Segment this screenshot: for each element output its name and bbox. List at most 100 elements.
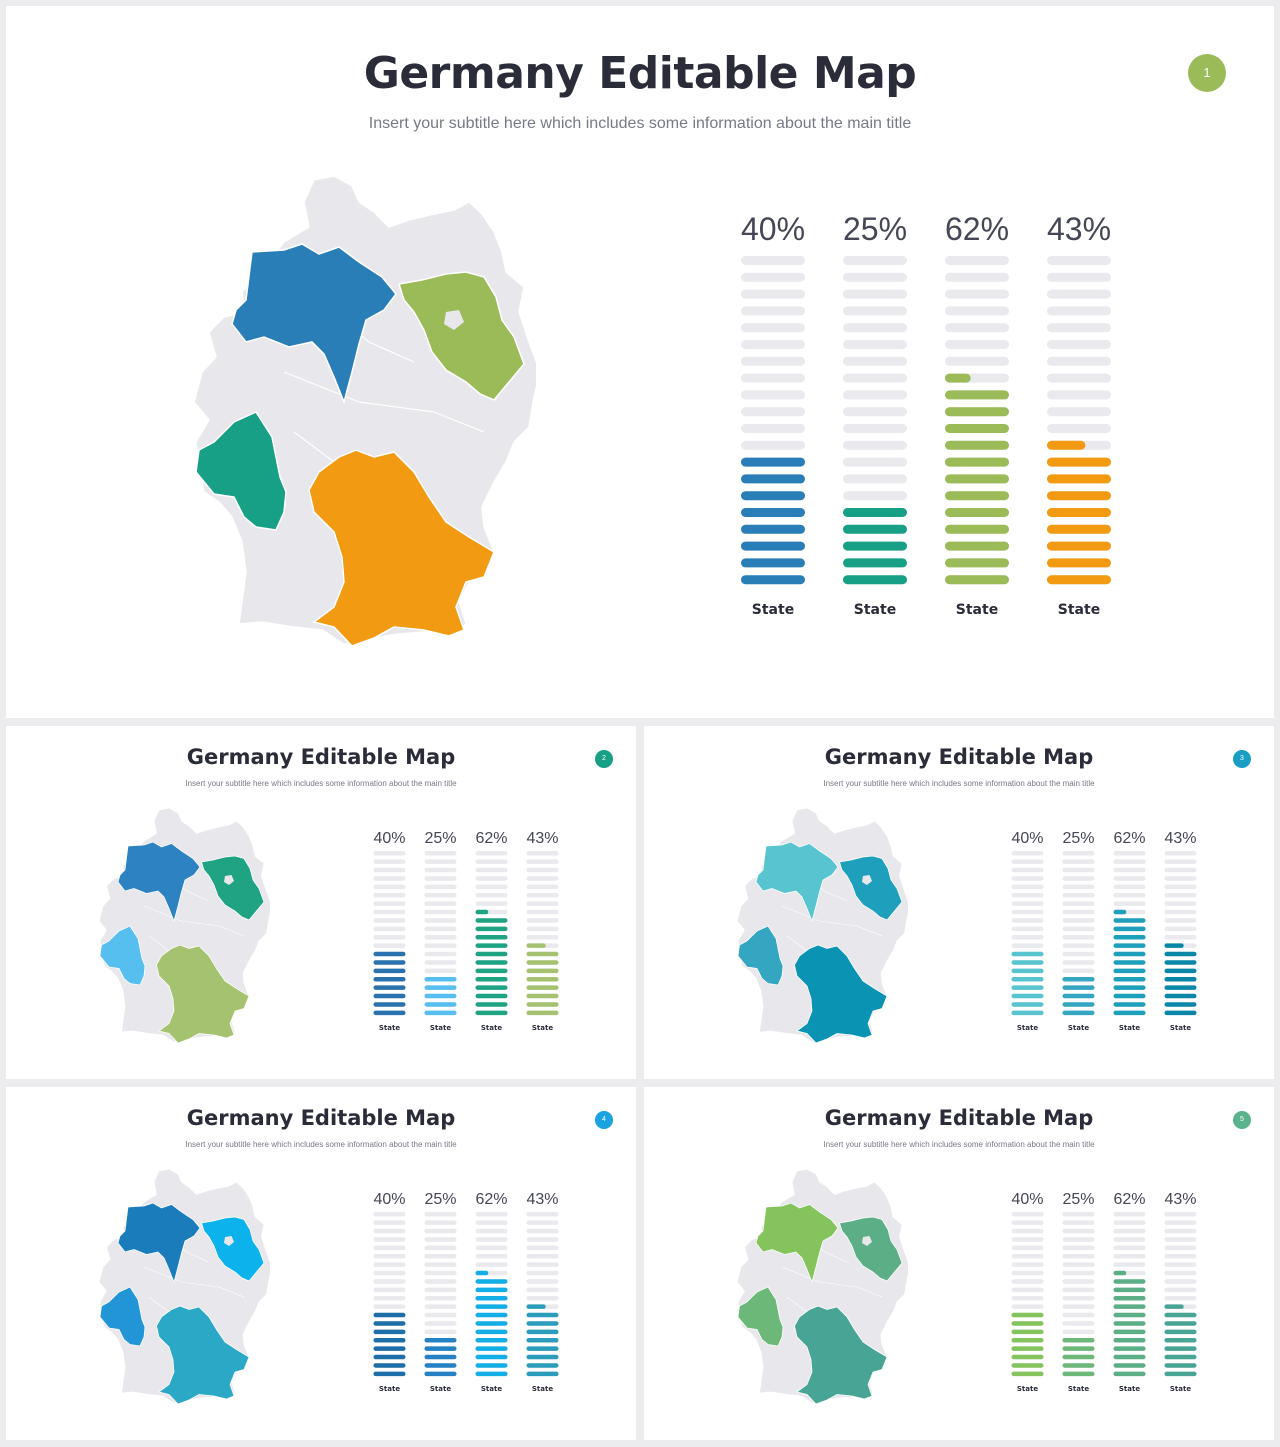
bar-track-segment [1113, 851, 1146, 856]
bar-track-segment [373, 1237, 406, 1242]
bar-track-segment [1011, 1262, 1044, 1267]
bar-track-segment [1062, 867, 1095, 873]
map-region[interactable] [231, 243, 397, 405]
map-region[interactable] [737, 1286, 784, 1347]
slide-2[interactable]: Germany Editable Map Insert your subtitl… [6, 726, 636, 1079]
bar-track-segment [424, 1304, 457, 1309]
map-region[interactable] [794, 944, 888, 1043]
bar-track-segment [843, 356, 907, 366]
bar-track-segment [424, 884, 457, 890]
bar-track-segment [1164, 859, 1197, 864]
bar-track-segment [1047, 340, 1111, 349]
map-region[interactable] [839, 1216, 903, 1282]
map-region[interactable] [195, 411, 287, 531]
value-label: 43% [1164, 830, 1196, 847]
bar-track-segment [1047, 424, 1111, 433]
bar-segment [1047, 508, 1111, 517]
bar-track-segment [1164, 1279, 1197, 1284]
bar-segment [1113, 1002, 1146, 1007]
bar-track-segment [1164, 1237, 1197, 1242]
map-region[interactable] [117, 1202, 201, 1284]
bar-segment [1062, 1338, 1095, 1343]
bar-segment [945, 524, 1009, 534]
bar-segment [475, 1329, 508, 1335]
map-region[interactable] [398, 271, 525, 401]
slide-number-badge: 4 [595, 1111, 613, 1129]
bar-track-segment [1062, 1329, 1095, 1335]
bar-segment [526, 1321, 559, 1326]
map-region[interactable] [99, 925, 146, 986]
map-region[interactable] [839, 855, 903, 921]
bar-track-segment [1062, 1312, 1095, 1318]
bar-track-segment [1062, 951, 1095, 957]
bar-segment [1047, 491, 1111, 501]
bar-track-segment [424, 968, 457, 974]
bar-segment [741, 524, 805, 534]
bar-segment [526, 1010, 559, 1016]
bar-track-segment [1047, 256, 1111, 265]
map-region[interactable] [156, 1305, 250, 1404]
bar-segment-partial [1047, 440, 1086, 450]
bar-track-segment [1113, 859, 1146, 864]
bar-track-segment [526, 926, 559, 932]
bar-track-segment [1062, 943, 1095, 948]
bar-track-segment [526, 1220, 559, 1225]
bar-track-segment [424, 1296, 457, 1301]
bar-segment [373, 1346, 406, 1351]
bar-track-segment [475, 876, 508, 881]
bar-track-segment [945, 272, 1009, 282]
map-region[interactable] [755, 841, 839, 923]
slide-4[interactable]: Germany Editable Map Insert your subtitl… [6, 1087, 636, 1440]
slide-1[interactable]: Germany Editable Map Insert your subtitl… [6, 6, 1274, 718]
bar-track-segment [424, 960, 457, 965]
map-region[interactable] [755, 1202, 839, 1284]
map-region[interactable] [99, 1286, 146, 1347]
bar-track-segment [526, 1287, 559, 1293]
slide-number-badge: 2 [595, 750, 613, 768]
bar-track-segment [1047, 373, 1111, 383]
bar-track-segment [526, 1237, 559, 1242]
bar-track-segment [373, 851, 406, 856]
bar-track-segment [1164, 1228, 1197, 1234]
bar-track-segment [475, 859, 508, 864]
bar-track-segment [1113, 884, 1146, 890]
bar-segment [1113, 1304, 1146, 1309]
slide-3[interactable]: Germany Editable Map Insert your subtitl… [644, 726, 1274, 1079]
slide-5[interactable]: Germany Editable Map Insert your subtitl… [644, 1087, 1274, 1440]
value-label: 25% [424, 1191, 456, 1208]
bar-track-segment [1011, 926, 1044, 932]
bar-segment [475, 1279, 508, 1284]
bar-track-segment [526, 876, 559, 881]
map-region[interactable] [156, 944, 250, 1043]
bar-track-segment [1164, 1254, 1197, 1259]
bar-track-segment [373, 1270, 406, 1276]
bar-track-segment [424, 1262, 457, 1267]
bar-track-segment [424, 943, 457, 948]
map-region[interactable] [117, 841, 201, 923]
map-region[interactable] [201, 855, 265, 921]
bar-track-segment [741, 356, 805, 366]
bar-track-segment [424, 926, 457, 932]
bar-track-segment [526, 867, 559, 873]
bar-track-segment [1113, 1254, 1146, 1259]
bar-segment [373, 1338, 406, 1343]
category-label: State [1017, 1385, 1038, 1393]
category-label: State [532, 1024, 553, 1032]
bar-segment [526, 951, 559, 957]
bar-track-segment [1011, 1296, 1044, 1301]
map-region[interactable] [308, 449, 495, 646]
bar-segment [424, 1363, 457, 1368]
map-region[interactable] [737, 925, 784, 986]
bar-track-segment [1062, 1220, 1095, 1225]
bar-segment [1164, 977, 1197, 982]
bar-segment [1011, 1363, 1044, 1368]
bar-column: 40% State [741, 211, 805, 618]
bar-segment [1164, 985, 1197, 990]
bar-segment [1113, 943, 1146, 948]
bar-segment [373, 1354, 406, 1360]
map-region[interactable] [201, 1216, 265, 1282]
bar-segment-partial [1164, 943, 1184, 948]
bar-track-segment [1047, 407, 1111, 417]
bar-segment [1011, 960, 1044, 965]
map-region[interactable] [794, 1305, 888, 1404]
